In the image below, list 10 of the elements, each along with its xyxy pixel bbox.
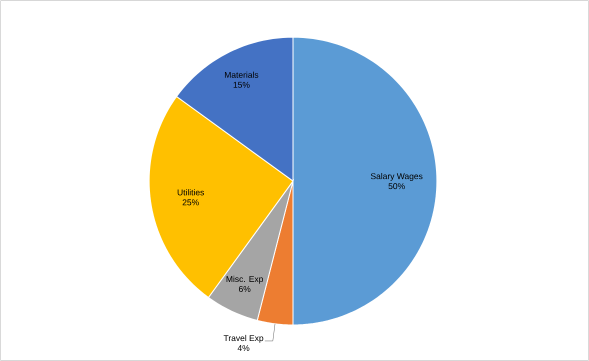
slice-label: Utilities bbox=[178, 189, 204, 196]
slice-label: Travel Exp bbox=[224, 334, 264, 343]
data-label: 4% bbox=[238, 345, 250, 351]
slice-label: Materials bbox=[224, 72, 258, 78]
slice-label: Misc. Exp bbox=[226, 276, 264, 284]
data-label: 25% bbox=[182, 199, 199, 206]
data-label: 50% bbox=[388, 183, 405, 190]
data-label: 6% bbox=[238, 286, 250, 292]
data-label: 15% bbox=[234, 82, 250, 88]
slice-label: Salary Wages bbox=[370, 172, 423, 181]
